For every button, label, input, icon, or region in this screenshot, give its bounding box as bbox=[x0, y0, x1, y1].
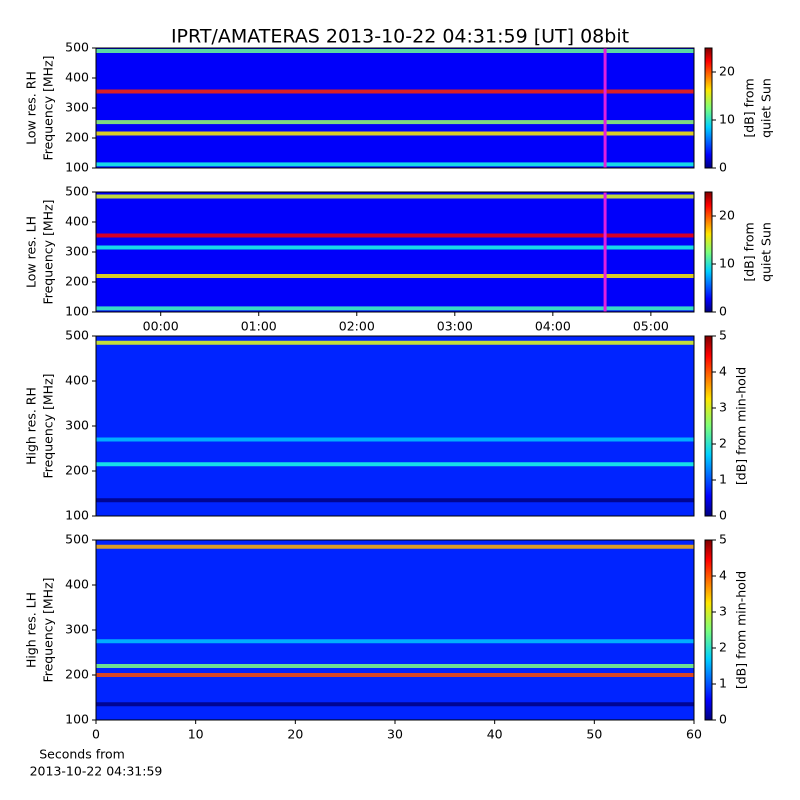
y-tick-label: 500 bbox=[65, 532, 89, 547]
x-tick-label: 04:00 bbox=[535, 319, 571, 334]
y-tick-label: 400 bbox=[65, 214, 89, 229]
colorbar-tick-label: 0 bbox=[719, 160, 727, 175]
y-axis-label: Frequency [MHz] bbox=[41, 577, 56, 682]
emission-band bbox=[96, 120, 694, 125]
x-tick-label: 40 bbox=[487, 727, 503, 742]
spectrogram-background bbox=[96, 336, 694, 516]
colorbar-tick-label: 0 bbox=[719, 712, 727, 727]
x-tick-label: 00:00 bbox=[143, 319, 179, 334]
emission-band bbox=[96, 544, 694, 549]
colorbar-tick-label: 1 bbox=[719, 676, 727, 691]
emission-band bbox=[96, 639, 694, 644]
x-tick-label: 30 bbox=[387, 727, 403, 742]
emission-band bbox=[96, 274, 694, 278]
colorbar-label: [dB] from bbox=[742, 78, 757, 137]
emission-band bbox=[96, 162, 694, 167]
x-axis-label: Seconds from bbox=[39, 747, 125, 762]
colorbar-tick-label: 4 bbox=[719, 568, 727, 583]
x-tick-label: 02:00 bbox=[339, 319, 375, 334]
y-tick-label: 400 bbox=[65, 577, 89, 592]
y-tick-label: 200 bbox=[65, 130, 89, 145]
colorbar-tick-label: 3 bbox=[719, 604, 727, 619]
emission-band bbox=[96, 49, 694, 53]
y-tick-label: 400 bbox=[65, 70, 89, 85]
y-tick-label: 100 bbox=[65, 160, 89, 175]
x-tick-label: 50 bbox=[586, 727, 602, 742]
x-axis-label: 2013-10-22 04:31:59 bbox=[30, 764, 163, 779]
colorbar-tick-label: 20 bbox=[719, 208, 735, 223]
colorbar-label: quiet Sun bbox=[759, 78, 774, 138]
emission-band bbox=[96, 194, 694, 199]
y-tick-label: 200 bbox=[65, 463, 89, 478]
y-tick-label: 300 bbox=[65, 622, 89, 637]
emission-band bbox=[96, 245, 694, 250]
y-tick-label: 100 bbox=[65, 304, 89, 319]
y-tick-label: 500 bbox=[65, 184, 89, 199]
x-tick-label: 03:00 bbox=[437, 319, 473, 334]
y-tick-label: 300 bbox=[65, 244, 89, 259]
colorbar-label: [dB] from bbox=[742, 222, 757, 281]
y-tick-label: 100 bbox=[65, 712, 89, 727]
colorbar-tick-label: 5 bbox=[719, 532, 727, 547]
emission-band bbox=[96, 306, 694, 311]
x-tick-label: 0 bbox=[92, 727, 100, 742]
colorbar-tick-label: 4 bbox=[719, 364, 727, 379]
y-axis-label: High res. RH bbox=[24, 387, 39, 465]
colorbar-tick-label: 2 bbox=[719, 640, 727, 655]
emission-band bbox=[96, 131, 694, 136]
y-tick-label: 200 bbox=[65, 274, 89, 289]
y-tick-label: 500 bbox=[65, 328, 89, 343]
spectrogram-background bbox=[96, 192, 694, 312]
emission-band bbox=[96, 673, 694, 677]
emission-band bbox=[96, 340, 694, 345]
figure-title: IPRT/AMATERAS 2013-10-22 04:31:59 [UT] 0… bbox=[171, 26, 629, 48]
colorbar bbox=[704, 539, 713, 721]
y-axis-label: Low res. RH bbox=[24, 71, 39, 145]
y-axis-label: High res. LH bbox=[24, 592, 39, 668]
colorbar-tick-label: 1 bbox=[719, 472, 727, 487]
emission-band bbox=[96, 233, 694, 238]
colorbar-label: quiet Sun bbox=[759, 222, 774, 282]
x-tick-label: 01:00 bbox=[241, 319, 277, 334]
y-tick-label: 100 bbox=[65, 508, 89, 523]
colorbar-tick-label: 10 bbox=[719, 256, 735, 271]
y-tick-label: 300 bbox=[65, 418, 89, 433]
emission-band bbox=[96, 462, 694, 467]
colorbar-tick-label: 3 bbox=[719, 400, 727, 415]
colorbar bbox=[704, 47, 713, 169]
colorbar bbox=[704, 191, 713, 313]
colorbar-tick-label: 5 bbox=[719, 328, 727, 343]
x-tick-label: 05:00 bbox=[633, 319, 669, 334]
y-axis-label: Frequency [MHz] bbox=[41, 55, 56, 160]
emission-band bbox=[96, 89, 694, 94]
emission-band bbox=[96, 702, 694, 707]
colorbar-label: [dB] from min-hold bbox=[734, 367, 749, 485]
y-axis-label: Frequency [MHz] bbox=[41, 199, 56, 304]
spectrogram-background bbox=[96, 540, 694, 720]
x-tick-label: 10 bbox=[188, 727, 204, 742]
colorbar bbox=[704, 335, 713, 517]
spectrogram-background bbox=[96, 48, 694, 168]
y-tick-label: 500 bbox=[65, 40, 89, 55]
colorbar-tick-label: 0 bbox=[719, 304, 727, 319]
y-axis-label: Frequency [MHz] bbox=[41, 373, 56, 478]
x-tick-label: 20 bbox=[287, 727, 303, 742]
y-tick-label: 200 bbox=[65, 667, 89, 682]
colorbar-label: [dB] from min-hold bbox=[734, 571, 749, 689]
colorbar-tick-label: 0 bbox=[719, 508, 727, 523]
emission-band bbox=[96, 437, 694, 442]
y-tick-label: 300 bbox=[65, 100, 89, 115]
colorbar-tick-label: 2 bbox=[719, 436, 727, 451]
y-axis-label: Low res. LH bbox=[24, 216, 39, 288]
emission-band bbox=[96, 498, 694, 503]
colorbar-tick-label: 10 bbox=[719, 112, 735, 127]
emission-band bbox=[96, 664, 694, 668]
colorbar-tick-label: 20 bbox=[719, 64, 735, 79]
x-tick-label: 60 bbox=[686, 727, 702, 742]
y-tick-label: 400 bbox=[65, 373, 89, 388]
